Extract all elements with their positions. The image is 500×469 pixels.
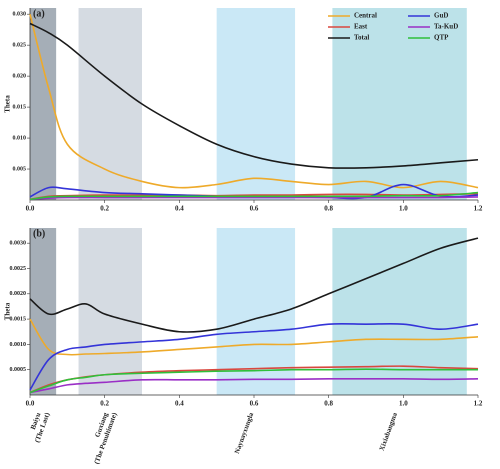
legend-label: Total xyxy=(354,34,369,42)
legend-label: GuD xyxy=(434,12,448,20)
period-band xyxy=(78,8,142,200)
series-line xyxy=(29,196,479,201)
panel-label: (a) xyxy=(33,8,45,19)
period-band xyxy=(78,228,142,395)
x-tick-label: 0.0 xyxy=(26,400,35,408)
legend-label: East xyxy=(354,23,368,31)
panel-label: (b) xyxy=(33,228,45,239)
period-label: Naynayxungla xyxy=(233,411,255,455)
y-tick-label: 0.025 xyxy=(13,43,27,49)
y-tick-label: 0.0030 xyxy=(10,241,27,247)
x-tick-label: 0.2 xyxy=(100,205,109,213)
x-tick-label: 1.0 xyxy=(399,205,408,213)
y-tick-label: 0.010 xyxy=(13,135,27,141)
period-band xyxy=(30,8,57,200)
x-tick-label: 0.2 xyxy=(100,400,109,408)
x-tick-label: 0.4 xyxy=(175,400,184,408)
y-tick-label: 0.0010 xyxy=(10,342,27,348)
series-line xyxy=(29,22,479,169)
period-band xyxy=(216,8,296,200)
x-tick-label: 0.6 xyxy=(250,205,259,213)
x-tick-label: 0.8 xyxy=(324,400,333,408)
x-tick-label: 0.4 xyxy=(175,205,184,213)
series-line xyxy=(29,13,479,189)
series-line xyxy=(29,377,479,394)
x-tick-label: 1.0 xyxy=(399,400,408,408)
y-tick-label: 0.0025 xyxy=(10,266,27,272)
x-tick-label: 1.2 xyxy=(474,400,483,408)
y-tick-label: 0.005 xyxy=(13,166,27,172)
y-tick-label: 0.015 xyxy=(13,104,27,110)
y-tick-label: 0.020 xyxy=(13,74,27,80)
y-axis-label: Theta xyxy=(4,95,12,113)
series-line xyxy=(29,237,479,333)
x-tick-label: 0.0 xyxy=(26,205,35,213)
x-tick-label: 0.8 xyxy=(324,205,333,213)
y-tick-label: 0.0020 xyxy=(10,291,27,297)
y-axis-label: Theta xyxy=(4,302,12,320)
series-line xyxy=(29,318,479,356)
series-line xyxy=(29,322,479,391)
x-tick-label: 0.6 xyxy=(250,400,259,408)
y-tick-label: 0.0015 xyxy=(10,316,27,322)
x-tick-label: 1.2 xyxy=(474,205,483,213)
legend-label: QTP xyxy=(434,34,449,42)
period-label: Xixiabangma xyxy=(378,411,399,452)
series-line xyxy=(29,368,478,394)
series-line xyxy=(29,191,479,201)
y-tick-label: 0.0005 xyxy=(10,367,27,373)
legend-label: Ta-KuD xyxy=(434,23,458,31)
legend-label: Central xyxy=(354,12,377,20)
y-tick-label: 0.030 xyxy=(13,12,27,18)
